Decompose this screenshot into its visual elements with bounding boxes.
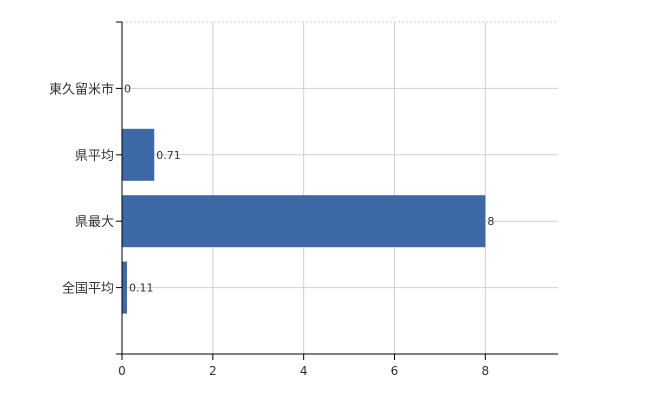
x-tick-label: 2	[209, 364, 217, 378]
x-tick-label: 4	[300, 364, 308, 378]
data-label: 0.11	[129, 282, 154, 295]
x-tick-label: 8	[482, 364, 490, 378]
bar	[122, 128, 155, 181]
x-tick-label: 6	[391, 364, 399, 378]
axes	[116, 21, 558, 360]
bar	[122, 261, 127, 314]
bars	[122, 128, 486, 314]
grid-lines	[122, 21, 558, 354]
data-label: 0.71	[156, 149, 181, 162]
data-label: 8	[487, 215, 494, 228]
data-label: 0	[124, 82, 131, 95]
category-label: 県平均	[75, 149, 114, 164]
category-label: 全国平均	[62, 281, 114, 297]
bar	[122, 195, 486, 248]
category-label: 県最大	[75, 215, 114, 230]
x-tick-label: 0	[118, 364, 126, 378]
category-label: 東久留米市	[49, 81, 114, 97]
